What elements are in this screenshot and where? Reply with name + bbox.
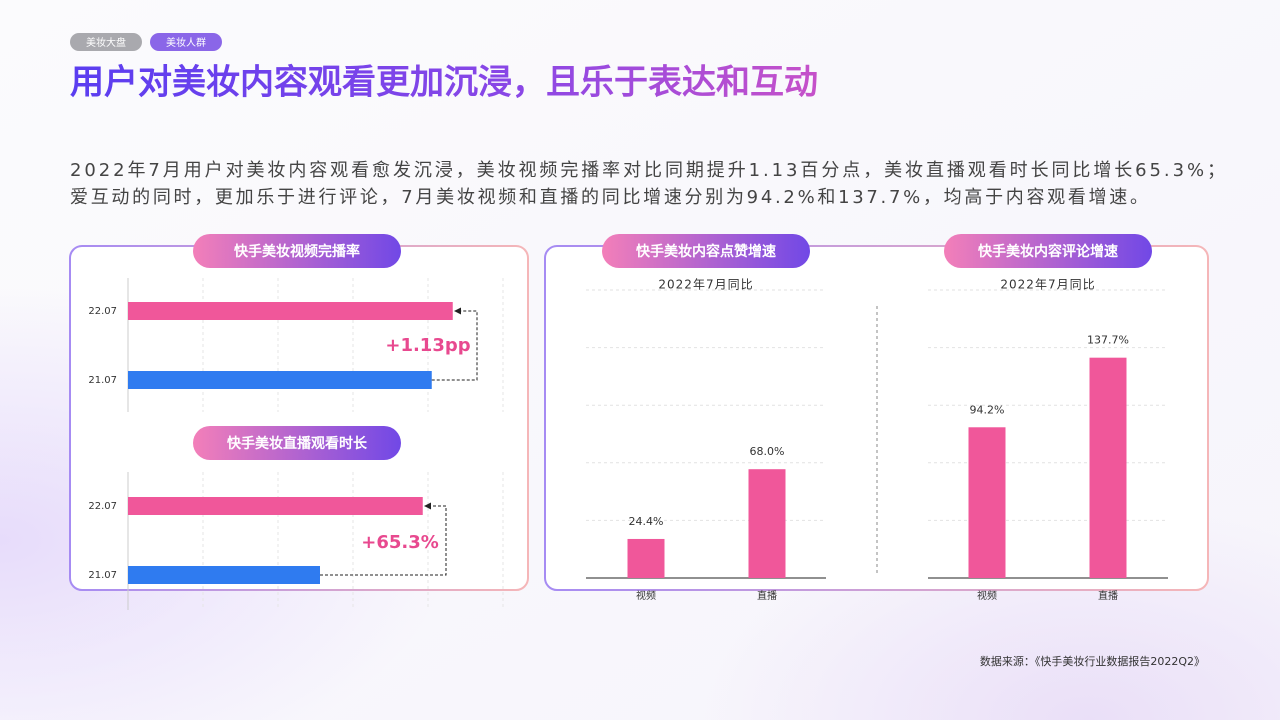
category-label: 22.07 xyxy=(88,501,117,512)
chart-title-pill xyxy=(944,234,1152,268)
bar xyxy=(627,538,665,578)
category-label: 视频 xyxy=(977,589,997,602)
chart-title-pill xyxy=(193,234,401,268)
summary-line: 爱互动的同时，更加乐于进行评论，7月美妆视频和直播的同比增速分别为94.2%和1… xyxy=(70,187,1148,208)
chart-title: 快手美妆内容点赞增速 xyxy=(636,243,776,260)
chart-title: 快手美妆内容评论增速 xyxy=(978,243,1118,260)
value-label: 24.4% xyxy=(629,515,664,528)
annotation-arrow xyxy=(320,502,447,576)
source-note: 数据来源：《快手美妆行业数据报告2022Q2》 xyxy=(980,654,1205,668)
category-label: 直播 xyxy=(757,589,777,602)
chart-title-pill xyxy=(193,426,401,460)
bar xyxy=(128,566,320,584)
category-label: 直播 xyxy=(1098,589,1118,602)
category-label: 视频 xyxy=(636,589,656,602)
category-label: 21.07 xyxy=(88,375,117,386)
category-label: 21.07 xyxy=(88,570,117,581)
bar xyxy=(968,427,1006,578)
chart-subtitle: 2022年7月同比 xyxy=(1000,278,1095,292)
chart-title-pill xyxy=(602,234,810,268)
value-label: 94.2% xyxy=(970,403,1005,416)
annotation: +65.3% xyxy=(361,532,439,553)
summary-line: 2022年7月用户对美妆内容观看愈发沉浸，美妆视频完播率对比同期提升1.13百分… xyxy=(70,160,1225,181)
panel xyxy=(544,245,1209,591)
annotation-arrow xyxy=(431,307,478,381)
bar xyxy=(128,302,453,320)
category-label: 22.07 xyxy=(88,306,117,317)
bar xyxy=(1089,357,1127,578)
bar xyxy=(128,497,423,515)
value-label: 137.7% xyxy=(1087,334,1129,347)
chart-title: 快手美妆视频完播率 xyxy=(234,243,360,260)
tag-label: 美妆人群 xyxy=(166,36,206,49)
panel xyxy=(69,245,529,591)
chart-subtitle: 2022年7月同比 xyxy=(658,278,753,292)
tag xyxy=(150,33,222,51)
tag xyxy=(70,33,142,51)
bar xyxy=(748,469,786,578)
annotation: +1.13pp xyxy=(385,335,470,356)
bar xyxy=(128,371,432,389)
slide-title: 用户对美妆内容观看更加沉浸，且乐于表达和互动 xyxy=(70,63,818,103)
chart-title: 快手美妆直播观看时长 xyxy=(227,435,368,452)
value-label: 68.0% xyxy=(750,445,785,458)
tag-label: 美妆大盘 xyxy=(86,36,126,49)
